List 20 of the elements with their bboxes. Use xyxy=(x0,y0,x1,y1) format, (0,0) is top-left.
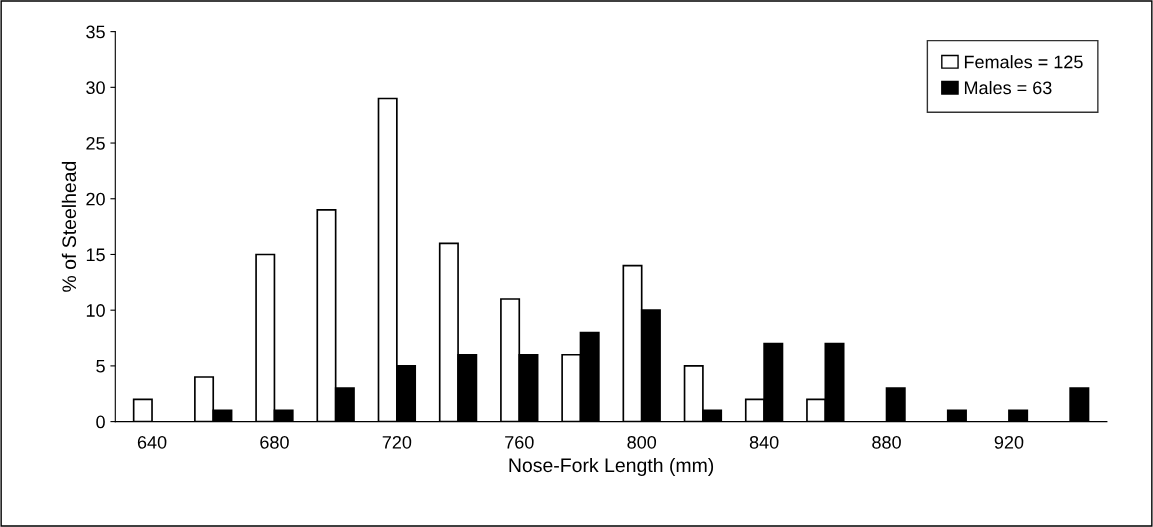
y-tick-label: 15 xyxy=(86,248,105,262)
y-tick-label: 10 xyxy=(86,304,105,317)
x-tick-label: 800 xyxy=(627,435,657,449)
y-tick-label: 20 xyxy=(86,192,105,206)
x-tick-label: 720 xyxy=(382,435,412,449)
y-tick-label: 30 xyxy=(86,81,105,95)
y-axis-title: % of Steelhead xyxy=(61,161,77,292)
y-tick-label: 35 xyxy=(86,25,105,39)
y-tick-label: 5 xyxy=(96,360,105,373)
legend-label: Males = 63 xyxy=(964,80,1052,95)
y-tick-label: 25 xyxy=(86,136,105,150)
legend-label: Females = 125 xyxy=(964,55,1083,69)
x-tick-label: 840 xyxy=(749,435,779,449)
x-tick-label: 640 xyxy=(137,435,167,449)
x-tick-label: 680 xyxy=(260,435,289,449)
x-axis-title: Nose-Fork Length (mm) xyxy=(509,457,714,476)
x-tick-label: 920 xyxy=(994,435,1024,449)
y-tick-label: 0 xyxy=(96,415,105,429)
x-tick-label: 760 xyxy=(505,435,534,449)
x-tick-label: 880 xyxy=(872,435,901,449)
